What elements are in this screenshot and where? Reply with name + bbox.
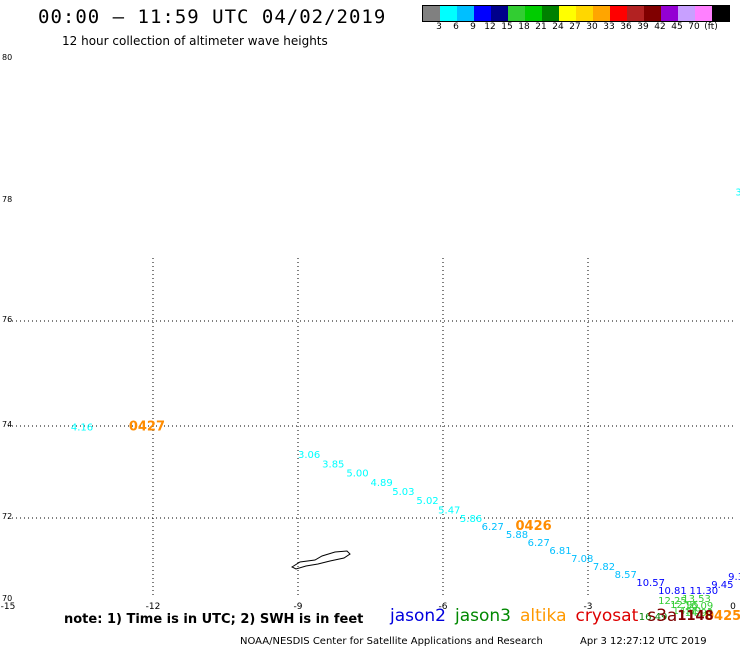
- colorbar-labels: 3 6 9 12 15 18 21 24 27 30 33 36 39 42 45 70 (ft): [422, 22, 740, 34]
- colorbar-swatch: [508, 6, 525, 21]
- pass-time-label: 1148: [677, 609, 713, 624]
- island-outline: [290, 550, 351, 570]
- wave-height-value: 5.02: [416, 496, 438, 507]
- observation-labels: 34.163.063.855.004.895.035.025.475.866.2…: [71, 187, 740, 623]
- colorbar-label: 9: [470, 22, 476, 32]
- wave-height-value: 5.03: [392, 487, 414, 498]
- colorbar-label: 39: [637, 22, 649, 32]
- colorbar-label: 42: [654, 22, 666, 32]
- wave-height-value: 16.09: [685, 601, 714, 612]
- colorbar-label: 27: [569, 22, 581, 32]
- wave-height-value: 7.08: [571, 554, 593, 565]
- wave-height-value: 6.81: [549, 546, 571, 557]
- axis-labels: 80 76 78 74 72 70-15 -12 -9 -6 -3 0: [1, 53, 736, 612]
- colorbar-swatch: [457, 6, 474, 21]
- latitude-label: 72: [2, 512, 12, 521]
- wave-height-value: 13.53: [682, 594, 711, 605]
- colorbar-label: 33: [603, 22, 615, 32]
- colorbar-swatch: [678, 6, 695, 21]
- wave-height-value: 14.89: [673, 606, 702, 617]
- colorbar-swatch: [559, 6, 576, 21]
- colorbar-swatch: [576, 6, 593, 21]
- wave-height-value: 8.57: [615, 570, 637, 581]
- wave-height-value: 12.25: [658, 596, 687, 607]
- pass-time-label: 0427: [129, 420, 165, 435]
- wave-height-value: 5.86: [460, 514, 482, 525]
- wave-height-value: 4.89: [371, 478, 393, 489]
- colorbar-swatch: [695, 6, 712, 21]
- wave-height-value: 9.45: [711, 580, 733, 591]
- colorbar-label: 36: [620, 22, 632, 32]
- colorbar-swatch: [474, 6, 491, 21]
- colorbar-swatch: [661, 6, 678, 21]
- wave-height-value: 10.57: [636, 578, 665, 589]
- longitude-label: -6: [439, 602, 448, 612]
- colorbar-swatch: [644, 6, 661, 21]
- colorbar-label: 12: [484, 22, 496, 32]
- colorbar-label: 30: [586, 22, 598, 32]
- page-subtitle: 12 hour collection of altimeter wave hei…: [62, 34, 328, 48]
- legend-cryosat: cryosat: [575, 606, 639, 626]
- colorbar-label: 45: [671, 22, 683, 32]
- colorbar-swatch: [542, 6, 559, 21]
- latitude-label: 80: [2, 53, 12, 62]
- satellite-legend: jason2 jason3 altika cryosat s3a: [390, 606, 686, 626]
- longitude-label: -12: [146, 602, 161, 612]
- wave-height-value: 11.30: [690, 586, 719, 597]
- wave-height-value: 4.16: [71, 423, 93, 434]
- wave-height-value: 14.93: [685, 608, 714, 619]
- wave-height-value: 6.27: [528, 538, 550, 549]
- page-title: 00:00 – 11:59 UTC 04/02/2019: [38, 6, 387, 28]
- legend-altika: altika: [520, 606, 567, 626]
- footer-timestamp: Apr 3 12:27:12 UTC 2019: [580, 636, 707, 647]
- wave-height-value: 16.49: [639, 612, 668, 623]
- wave-height-value: 7.82: [593, 562, 615, 573]
- longitude-label: -15: [1, 602, 16, 612]
- colorbar-swatch: [525, 6, 542, 21]
- wave-height-value: 5.00: [346, 469, 368, 480]
- wave-height-value: 10.81: [658, 586, 687, 597]
- colorbar-label: (ft): [704, 22, 718, 32]
- wave-height-value: 3.06: [298, 450, 320, 461]
- wave-height-value: 5.47: [438, 505, 460, 516]
- colorbar-label: 21: [535, 22, 547, 32]
- legend-s3a: s3a: [647, 606, 678, 626]
- latitude-label: 74: [2, 420, 12, 429]
- legend-jason2: jason2: [390, 606, 446, 626]
- colorbar: [422, 5, 730, 22]
- wave-height-value: 3: [735, 187, 740, 198]
- latitude-label: 70: [2, 594, 12, 603]
- wave-height-value: 12.95: [670, 600, 699, 611]
- colorbar-label: 15: [501, 22, 513, 32]
- colorbar-swatch: [440, 6, 457, 21]
- colorbar-label: 18: [518, 22, 530, 32]
- colorbar-swatch: [593, 6, 610, 21]
- colorbar-label: 24: [552, 22, 564, 32]
- colorbar-swatch: [423, 6, 440, 21]
- wave-height-value: 5.88: [506, 530, 528, 541]
- wave-height-value: 9.34: [728, 572, 740, 583]
- legend-jason3: jason3: [455, 606, 511, 626]
- longitude-label: -9: [294, 602, 303, 612]
- longitude-label: -3: [584, 602, 593, 612]
- wave-height-value: 3.85: [322, 459, 344, 470]
- note-text: note: 1) Time is in UTC; 2) SWH is in fe…: [64, 612, 364, 627]
- latitude-label: 76: [2, 315, 12, 324]
- footer-credit: NOAA/NESDIS Center for Satellite Applica…: [240, 636, 543, 647]
- latitude-label: 78: [2, 195, 12, 204]
- colorbar-label: 6: [453, 22, 459, 32]
- colorbar-swatch: [627, 6, 644, 21]
- colorbar-label: 70: [688, 22, 700, 32]
- wave-height-value: 6.27: [482, 522, 504, 533]
- colorbar-swatch: [610, 6, 627, 21]
- colorbar-swatch: [712, 6, 729, 21]
- colorbar-swatch: [491, 6, 508, 21]
- map-grid: [8, 258, 733, 598]
- longitude-label: 0: [730, 602, 736, 612]
- colorbar-label: 3: [436, 22, 442, 32]
- pass-time-label: 0425: [705, 609, 740, 624]
- pass-time-label: 0426: [516, 519, 552, 534]
